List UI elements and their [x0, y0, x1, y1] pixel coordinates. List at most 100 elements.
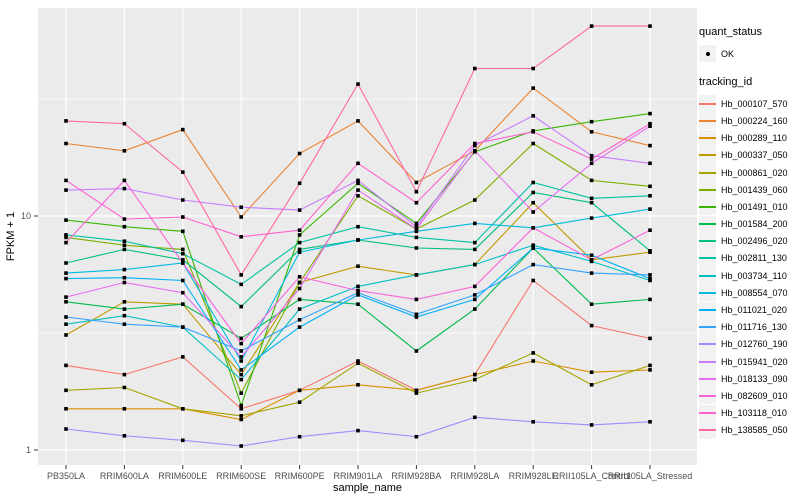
legend-item-Hb_001439_060: Hb_001439_060 [699, 181, 799, 199]
data-point [122, 300, 127, 304]
data-point [531, 278, 535, 283]
x-tick-label: RRIM928LE [509, 471, 558, 481]
data-point [356, 224, 360, 229]
legend-title-tracking-id: tracking_id [699, 76, 753, 89]
data-point [181, 198, 185, 202]
data-point [531, 246, 535, 250]
data-point [297, 286, 302, 291]
data-point [414, 189, 419, 194]
data-point [589, 370, 594, 374]
x-tick-label: RRIM928BA [391, 471, 441, 481]
legend-item-Hb_000289_110: Hb_000289_110 [699, 129, 799, 147]
data-point [648, 420, 652, 424]
data-point [589, 130, 594, 134]
legend-item-Hb_000337_050: Hb_000337_050 [699, 146, 799, 164]
data-point [531, 243, 535, 247]
data-point [648, 278, 652, 283]
data-point [648, 368, 652, 372]
x-tick-label: RRII105LA_Control [553, 471, 631, 481]
data-point [297, 233, 302, 237]
data-point [64, 188, 68, 192]
series-label: Hb_015941_020 [721, 356, 788, 367]
data-point [356, 293, 360, 297]
data-point [181, 407, 185, 411]
data-point [64, 407, 68, 411]
x-tick-label: RRIM901LA [333, 471, 382, 481]
data-point [239, 282, 243, 287]
series-label: Hb_138585_050 [721, 425, 788, 436]
series-label: Hb_000289_110 [721, 133, 787, 144]
data-point [297, 307, 302, 311]
data-point [648, 273, 652, 277]
data-point [122, 178, 127, 183]
series-label: Hb_011021_020 [721, 305, 787, 316]
data-point [473, 221, 477, 226]
series-label: Hb_103118_010 [721, 408, 787, 419]
data-point [473, 307, 477, 311]
data-point [297, 280, 302, 285]
data-point [297, 400, 302, 404]
data-point [589, 216, 594, 220]
data-point [122, 247, 127, 252]
series-label: Hb_002811_130 [721, 253, 787, 264]
data-point [122, 239, 127, 243]
data-point [648, 161, 652, 166]
data-point [531, 210, 535, 214]
legend-item-Hb_001491_010: Hb_001491_010 [699, 198, 799, 216]
data-point [414, 221, 419, 226]
data-point [648, 24, 652, 28]
data-point [648, 336, 652, 341]
legend-item-Hb_011716_130: Hb_011716_130 [699, 318, 799, 336]
series-color-key-icon [699, 95, 716, 113]
series-label: Hb_082609_010 [721, 390, 788, 401]
data-point [589, 178, 594, 183]
data-point [356, 161, 360, 166]
series-color-key-icon [699, 353, 716, 371]
data-point [414, 235, 419, 240]
y-axis-title: FPKM + 1 [5, 212, 17, 261]
series-label: Hb_011716_130 [721, 322, 787, 333]
data-point [356, 194, 360, 198]
x-tick-label: RRIM600SE [216, 471, 266, 481]
data-point [122, 280, 127, 285]
series-color-key-icon [699, 335, 716, 353]
data-point [473, 415, 477, 420]
data-point [239, 372, 243, 377]
data-point [122, 275, 127, 280]
data-point [414, 297, 419, 302]
data-point [181, 302, 185, 306]
series-label: Hb_001584_200 [721, 219, 788, 230]
data-point [414, 200, 419, 205]
data-point [64, 276, 68, 281]
data-point [648, 124, 652, 128]
series-color-key-icon [699, 146, 716, 164]
data-point [356, 238, 360, 242]
data-point [414, 224, 419, 229]
data-point [414, 273, 419, 277]
y-tick-label: 1 [26, 445, 31, 455]
legend-item-ok: OK [699, 45, 799, 63]
data-point [297, 250, 302, 254]
data-point [297, 318, 302, 322]
data-point [473, 143, 477, 148]
series-color-key-icon [699, 387, 716, 405]
data-point [64, 240, 68, 245]
data-point [181, 258, 185, 262]
legend-item-Hb_018133_090: Hb_018133_090 [699, 370, 799, 388]
series-color-key-icon [699, 404, 716, 422]
data-point [356, 428, 360, 433]
x-tick-label: RRIM600PE [275, 471, 325, 481]
data-point [239, 391, 243, 395]
series-label: Hb_002496_020 [721, 236, 788, 247]
data-point [239, 205, 243, 209]
data-point [181, 251, 185, 256]
legend-item-Hb_008554_070: Hb_008554_070 [699, 284, 799, 302]
data-point [122, 243, 127, 247]
data-point [122, 267, 127, 272]
data-point [531, 190, 535, 195]
data-point [589, 423, 594, 427]
data-point [648, 121, 652, 126]
data-point [181, 290, 185, 295]
data-point [473, 141, 477, 146]
